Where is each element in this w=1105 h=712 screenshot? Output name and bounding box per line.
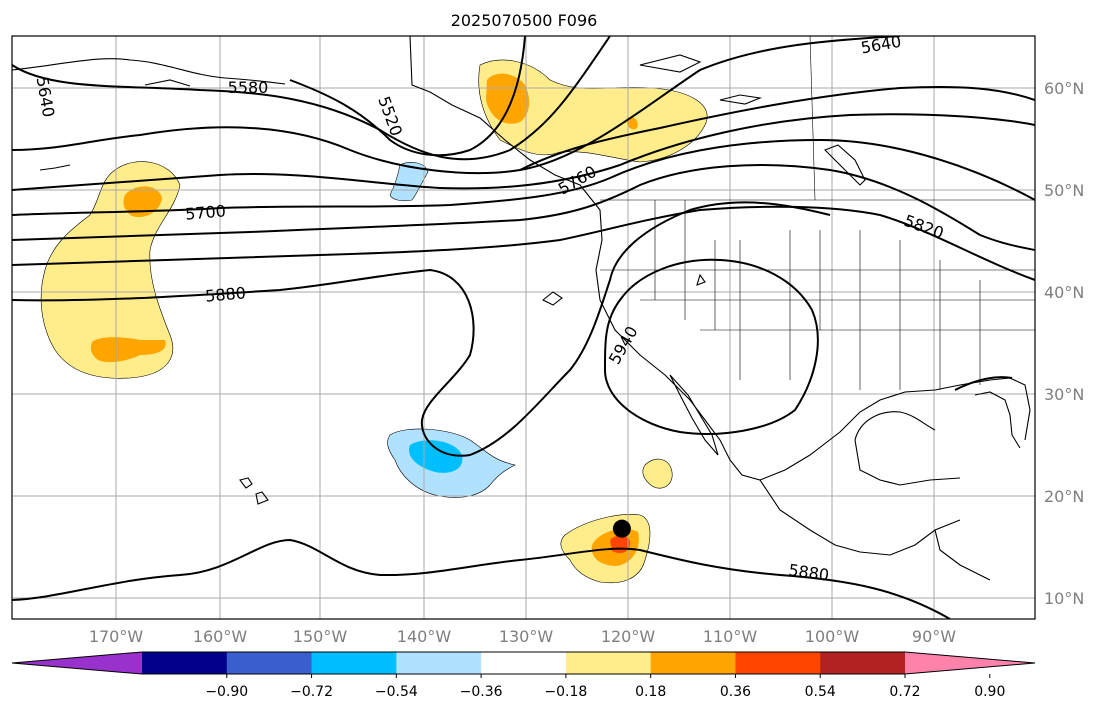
contour-5640-west xyxy=(12,36,901,175)
colorbar-extend-high xyxy=(905,652,1035,674)
lat-tick-30n: 30°N xyxy=(1044,385,1084,404)
contour-5580 xyxy=(12,36,611,161)
deep-negative-anomaly xyxy=(409,440,463,473)
colorbar-tick-label: 0.72 xyxy=(889,684,920,700)
height-contours xyxy=(12,36,1035,619)
shaded-fields xyxy=(40,59,708,584)
lon-tick-170w: 170°W xyxy=(89,627,144,646)
colorbar-outline xyxy=(11,651,1036,675)
contour-5940-small xyxy=(954,376,1013,391)
colorbar-tick-label: 0.90 xyxy=(974,684,1005,700)
state-borders xyxy=(600,36,1035,390)
colorbar-tick-label: 0.54 xyxy=(805,684,836,700)
contour-5760 xyxy=(12,138,1035,216)
figure-title: 2025070500 F096 xyxy=(451,11,598,30)
lat-tick-50n: 50°N xyxy=(1044,181,1084,200)
contour-label-5880-west: 5880 xyxy=(204,283,246,305)
contour-5880-west xyxy=(12,201,831,457)
contour-label-5700: 5700 xyxy=(184,201,226,223)
contour-label-5580: 5580 xyxy=(228,78,269,97)
colorbar-segment xyxy=(481,652,567,674)
colorbar-tick-label: −0.36 xyxy=(460,684,503,700)
colorbar: −0.90 −0.72 −0.54 −0.36 −0.18 0.18 0.36 0.54 0.7… xyxy=(11,651,1036,700)
storm-center-marker xyxy=(612,519,631,538)
colorbar-segment xyxy=(565,652,652,674)
colorbar-tick-label: −0.54 xyxy=(375,684,418,700)
colorbar-segment xyxy=(142,652,228,674)
contour-5880-south xyxy=(12,538,951,619)
colorbar-segment xyxy=(311,652,397,674)
lat-tick-20n: 20°N xyxy=(1044,487,1084,506)
contour-5820-upper xyxy=(12,205,1035,281)
lon-tick-150w: 150°W xyxy=(293,627,348,646)
contour-label-5520: 5520 xyxy=(374,94,406,139)
lat-tick-40n: 40°N xyxy=(1044,283,1084,302)
contour-label-5820: 5820 xyxy=(902,211,947,243)
coastlines xyxy=(12,36,1031,581)
map-area: 5580 5520 5640 5640 5700 5760 5820 5880 … xyxy=(12,32,1035,619)
contour-5700 xyxy=(12,113,1035,191)
lon-tick-140w: 140°W xyxy=(397,627,452,646)
orange-anomaly-west-south xyxy=(90,337,166,363)
colorbar-tick-label: 0.18 xyxy=(635,684,666,700)
positive-anomaly-baja xyxy=(642,458,673,489)
contour-5520 xyxy=(289,36,526,157)
contour-label-5760: 5760 xyxy=(555,162,600,199)
lon-tick-130w: 130°W xyxy=(499,627,554,646)
contour-5640-east xyxy=(519,85,1035,171)
orange-anomaly-alaska xyxy=(486,73,530,124)
contour-5940 xyxy=(603,258,819,435)
map-frame xyxy=(11,35,1036,620)
contour-label-5940: 5940 xyxy=(605,323,642,368)
lon-tick-110w: 110°W xyxy=(703,627,758,646)
gridlines xyxy=(12,36,1035,619)
orange-anomaly-west-north xyxy=(123,186,162,218)
contour-5820 xyxy=(12,164,1035,251)
colorbar-extend-low xyxy=(12,652,142,674)
lat-tick-60n: 60°N xyxy=(1044,79,1084,98)
colorbar-segment xyxy=(226,652,313,674)
colorbar-segment xyxy=(650,652,736,674)
lat-tick-10n: 10°N xyxy=(1044,589,1084,608)
colorbar-segment xyxy=(820,652,906,674)
colorbar-segment xyxy=(735,652,821,674)
lon-tick-90w: 90°W xyxy=(912,627,956,646)
lon-tick-100w: 100°W xyxy=(805,627,860,646)
lon-tick-labels: 170°W 160°W 150°W 140°W 130°W 120°W 110°… xyxy=(89,627,956,646)
colorbar-tick-label: −0.18 xyxy=(544,684,587,700)
lon-tick-120w: 120°W xyxy=(601,627,656,646)
positive-anomaly-alaska xyxy=(478,59,708,163)
colorbar-tick-label: 0.36 xyxy=(720,684,751,700)
colorbar-segment xyxy=(396,652,482,674)
contour-label-5880-south: 5880 xyxy=(787,560,830,584)
lat-tick-labels: 60°N 50°N 40°N 30°N 20°N 10°N xyxy=(1044,79,1084,608)
contour-label-5640-east: 5640 xyxy=(859,32,902,58)
orange-anomaly-bc xyxy=(626,117,638,130)
colorbar-tick-label: −0.72 xyxy=(290,684,333,700)
colorbar-tick-label: −0.90 xyxy=(205,684,248,700)
lon-tick-160w: 160°W xyxy=(193,627,248,646)
contour-label-5640-west: 5640 xyxy=(33,75,59,118)
negative-anomaly-gulf-alaska xyxy=(389,162,429,202)
